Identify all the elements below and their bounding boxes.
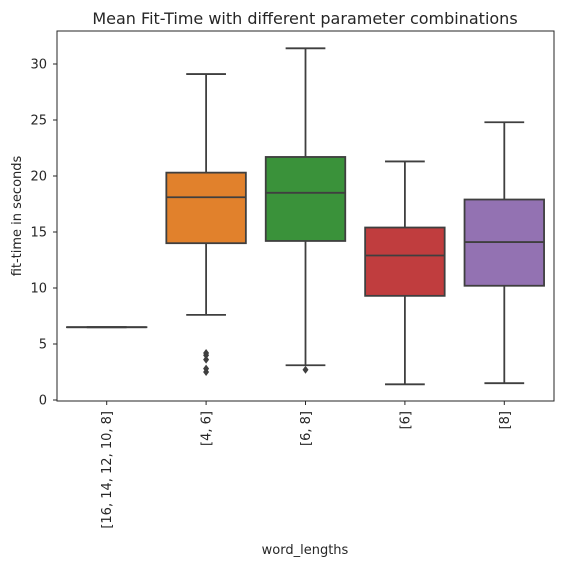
x-tick-label: [6] (398, 411, 413, 429)
y-axis-label: fit-time in seconds (10, 155, 25, 276)
x-tick-label: [4, 6] (200, 411, 215, 446)
box-group-1 (165, 73, 247, 376)
box-iqr (165, 171, 247, 245)
outlier-point (203, 355, 210, 364)
outlier-point (203, 364, 210, 373)
boxes-layer (66, 47, 545, 386)
y-tick-label: 30 (30, 58, 47, 73)
x-axis-label: word_lengths (262, 543, 349, 558)
x-axis: [16, 14, 12, 10, 8] [4, 6] [6, 8] [6] [8] (100, 401, 513, 529)
chart-title: Mean Fit-Time with different parameter c… (92, 9, 517, 28)
y-tick-label: 5 (39, 338, 47, 353)
box-group-3 (364, 160, 446, 386)
box-iqr (364, 226, 446, 297)
x-tick-label: [16, 14, 12, 10, 8] (100, 411, 115, 529)
y-tick-label: 20 (30, 170, 47, 185)
y-tick-label: 10 (30, 282, 47, 297)
x-tick-label: [6, 8] (299, 411, 314, 446)
box-group-4 (463, 121, 545, 385)
box-group-2 (264, 47, 347, 374)
outlier-point (302, 365, 309, 374)
y-axis: 0 5 10 15 20 25 30 (30, 58, 57, 409)
box-iqr (264, 156, 347, 242)
y-tick-label: 0 (39, 394, 47, 409)
outlier-point (203, 348, 210, 357)
y-tick-label: 25 (30, 114, 47, 129)
y-tick-label: 15 (30, 226, 47, 241)
x-tick-label: [8] (498, 411, 513, 429)
